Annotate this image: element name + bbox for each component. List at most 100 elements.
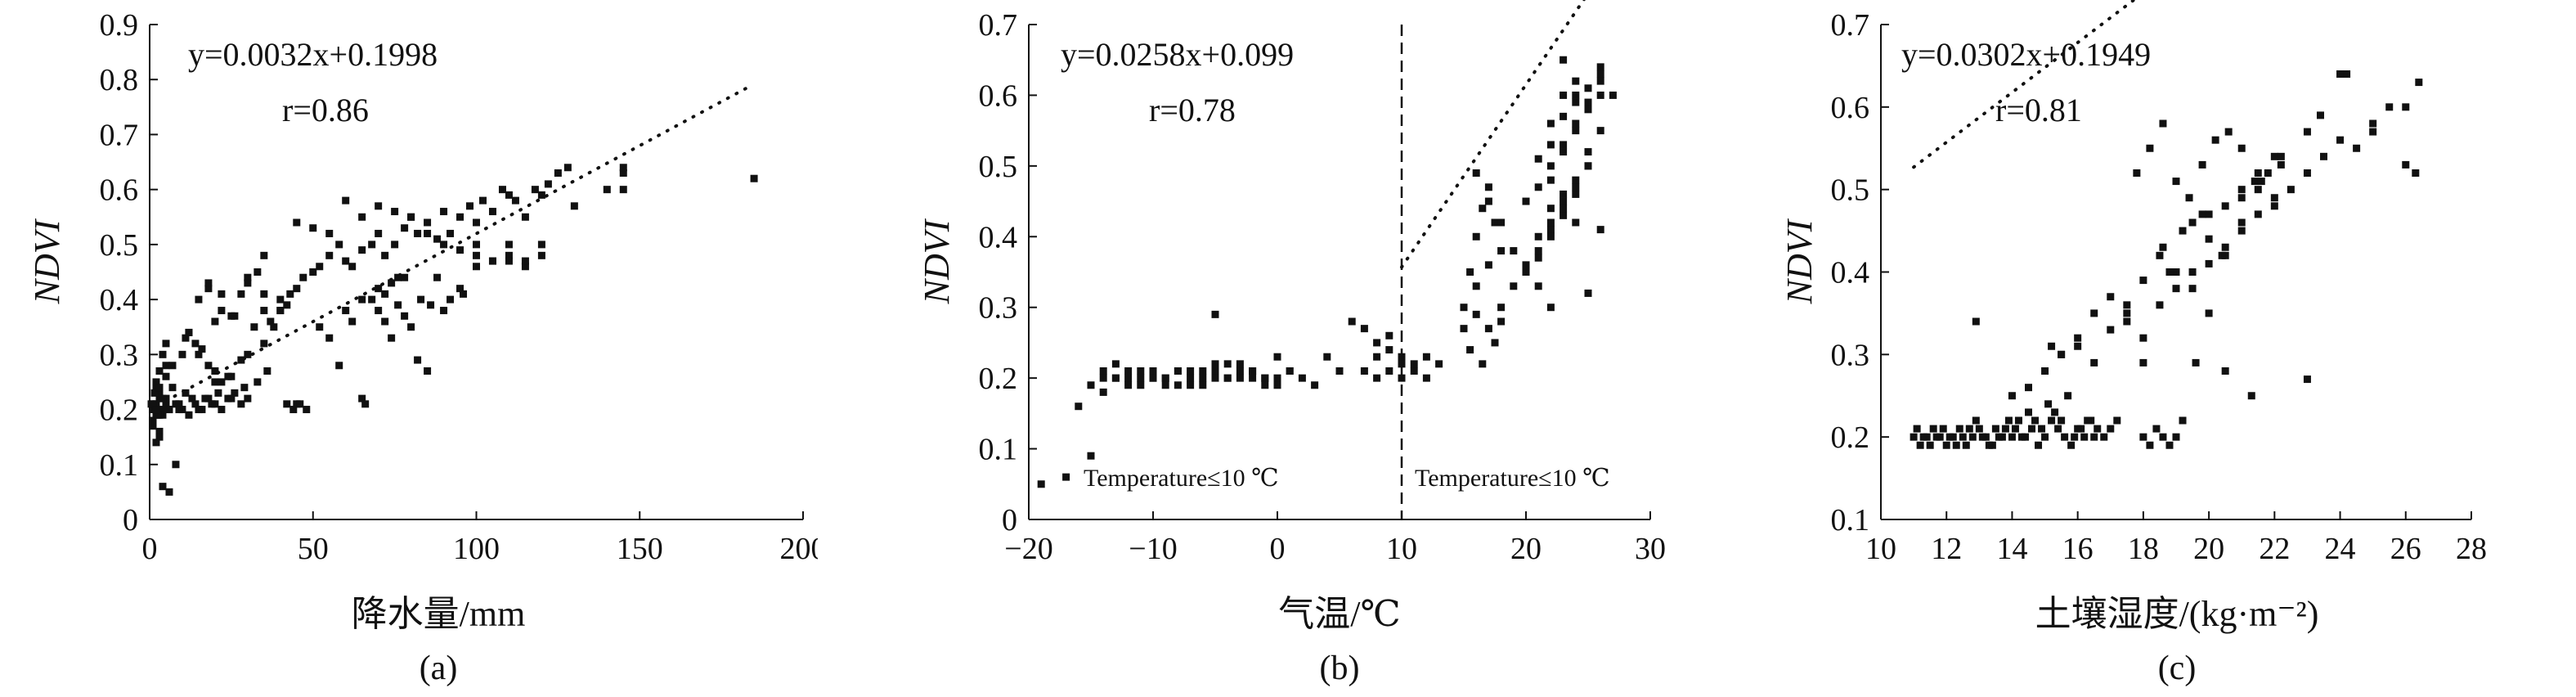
- data-point: [2139, 277, 2147, 285]
- data-point: [159, 406, 167, 414]
- data-point: [358, 213, 366, 221]
- data-point: [1998, 433, 2006, 441]
- data-point: [424, 367, 432, 375]
- x-axis-label: 土壤湿度/(kg·m⁻²): [2035, 594, 2319, 634]
- data-point: [511, 196, 519, 205]
- x-tick-label: 10: [1865, 532, 1896, 566]
- data-point: [1985, 441, 1993, 449]
- data-point: [2139, 358, 2147, 366]
- data-point: [267, 317, 275, 326]
- data-point: [2172, 433, 2180, 441]
- data-point: [2415, 79, 2423, 87]
- data-point: [2277, 152, 2285, 160]
- data-point: [1560, 197, 1568, 205]
- data-point: [178, 350, 186, 358]
- y-tick-label: 0.5: [1831, 173, 1870, 208]
- data-point: [563, 164, 572, 172]
- data-point: [2133, 169, 2141, 177]
- data-point: [1484, 183, 1492, 191]
- data-point: [440, 307, 448, 315]
- data-point: [2041, 433, 2049, 441]
- y-tick-label: 0.6: [1831, 91, 1870, 125]
- data-point: [168, 384, 177, 392]
- data-point: [201, 394, 209, 402]
- data-point: [1955, 425, 1963, 433]
- data-point: [244, 279, 252, 287]
- trend-line: [1400, 0, 1586, 269]
- data-point: [208, 400, 216, 408]
- data-point: [1560, 205, 1568, 213]
- data-point: [2048, 416, 2056, 425]
- data-point: [2336, 70, 2345, 78]
- data-point: [283, 400, 291, 408]
- data-point: [2064, 392, 2072, 400]
- data-point: [2385, 103, 2394, 111]
- data-point: [2090, 433, 2098, 441]
- data-point: [1962, 441, 1970, 449]
- data-point: [152, 438, 160, 447]
- data-point: [1099, 374, 1107, 382]
- data-point: [375, 229, 383, 237]
- data-point: [1560, 112, 1568, 120]
- data-point: [401, 312, 409, 320]
- data-point: [1932, 433, 1941, 441]
- data-point: [211, 317, 219, 326]
- data-point: [260, 307, 268, 315]
- data-point: [2205, 210, 2213, 218]
- data-point: [2051, 408, 2059, 416]
- data-point: [244, 394, 252, 402]
- data-point: [358, 394, 366, 402]
- data-point: [1479, 360, 1487, 368]
- x-tick-label: 200: [780, 532, 819, 566]
- data-point: [195, 295, 203, 304]
- data-point: [521, 263, 529, 271]
- trend-line: [164, 86, 750, 402]
- data-point: [2369, 119, 2377, 128]
- data-point: [2025, 408, 2032, 416]
- data-point: [2008, 433, 2016, 441]
- region-label-left: Temperature≤10 ℃: [1084, 465, 1279, 492]
- data-point: [162, 362, 170, 370]
- data-point: [1373, 374, 1381, 382]
- data-point: [1187, 367, 1195, 375]
- data-point: [1522, 268, 1530, 276]
- data-point: [1560, 91, 1568, 99]
- chart-panel-a: NDVI 降水量/mm (a) y=0.0032x+0.1998 r=0.86 …: [0, 0, 827, 693]
- data-point: [554, 169, 562, 177]
- data-point: [407, 213, 415, 221]
- data-point: [1137, 381, 1145, 389]
- data-point: [417, 295, 425, 304]
- x-tick-label: −20: [1004, 532, 1052, 566]
- data-point: [424, 218, 432, 227]
- data-point: [218, 378, 226, 386]
- data-point: [1223, 374, 1232, 382]
- data-point: [2257, 178, 2265, 186]
- data-point: [473, 263, 480, 271]
- data-point: [433, 273, 442, 281]
- data-point: [427, 301, 435, 309]
- data-point: [1099, 388, 1107, 396]
- data-point: [1472, 232, 1480, 241]
- data-point: [2303, 128, 2311, 136]
- y-tick-label: 0.2: [1831, 420, 1870, 455]
- data-point: [316, 263, 324, 271]
- data-point: [1460, 304, 1468, 312]
- data-point: [342, 257, 350, 265]
- data-point: [2254, 186, 2262, 194]
- data-point: [603, 186, 611, 194]
- data-point: [381, 251, 389, 259]
- data-point: [2080, 433, 2089, 441]
- data-point: [456, 246, 464, 254]
- data-point: [2146, 144, 2154, 152]
- data-point: [619, 169, 627, 177]
- data-point: [1546, 226, 1555, 234]
- data-point: [358, 246, 366, 254]
- data-point: [2264, 169, 2272, 177]
- data-point: [2014, 416, 2022, 425]
- data-point: [447, 229, 455, 237]
- data-point: [2237, 194, 2246, 202]
- data-point: [240, 384, 249, 392]
- data-point: [1534, 232, 1542, 241]
- data-point: [325, 251, 334, 259]
- data-point: [1584, 162, 1592, 170]
